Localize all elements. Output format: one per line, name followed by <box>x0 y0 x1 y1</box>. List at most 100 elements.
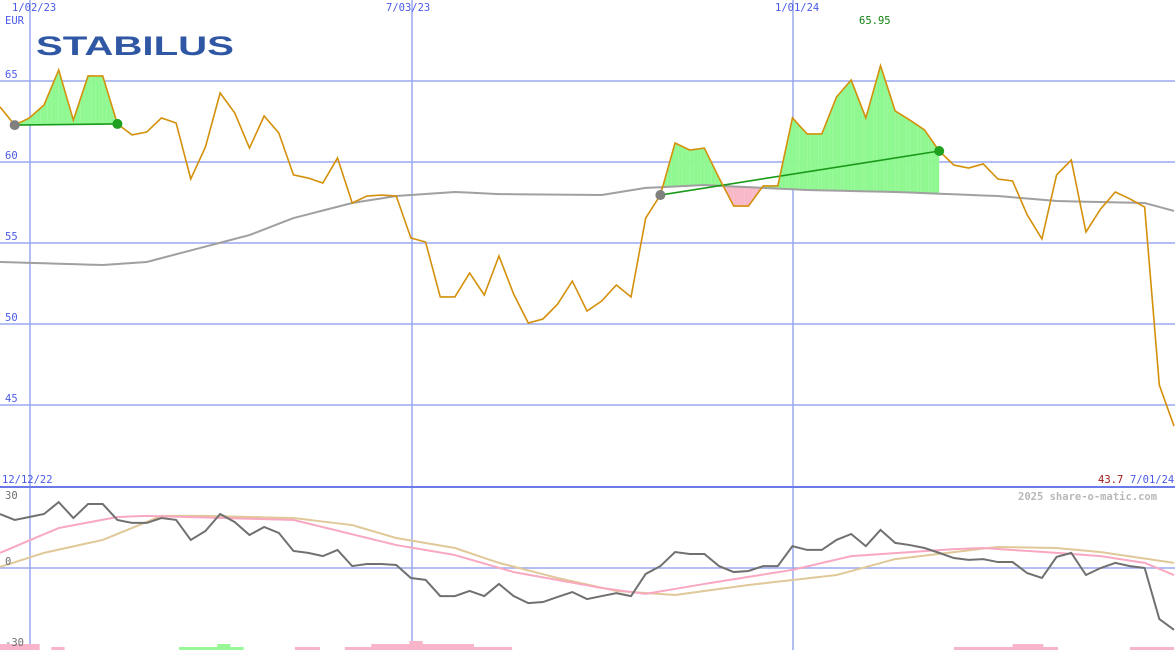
max-price-label: 65.95 <box>859 15 891 27</box>
gain-fill <box>686 148 690 186</box>
gain-fill <box>708 155 712 186</box>
trend-line <box>14 123 118 126</box>
gain-fill <box>792 117 797 190</box>
start-date-label: 12/12/22 <box>2 474 53 486</box>
gain-fill <box>66 95 70 125</box>
gain-fill <box>917 124 921 193</box>
gain-fill <box>807 133 811 191</box>
gain-fill <box>796 121 800 190</box>
gain-fill <box>909 120 914 193</box>
gain-fill <box>84 75 89 125</box>
gain-fill <box>91 75 96 125</box>
gain-fill <box>110 99 114 125</box>
y-tick-label: 50 <box>5 312 18 324</box>
gain-fill <box>920 127 925 194</box>
gain-fill <box>47 87 52 125</box>
gain-fill <box>876 65 881 192</box>
oscillator-line <box>0 500 1175 631</box>
moving-average-line <box>0 184 1175 267</box>
gain-fill <box>788 117 793 190</box>
trend-start-marker <box>655 190 666 201</box>
gain-fill <box>40 104 45 125</box>
trend-fills <box>14 65 940 207</box>
y-tick-label: 65 <box>5 69 18 81</box>
markers <box>0 118 1174 650</box>
trend-end-marker <box>112 118 123 129</box>
gain-fill <box>865 104 870 192</box>
sell-signal-bar <box>953 647 1059 650</box>
series-lines <box>0 62 1175 631</box>
gain-fill <box>682 146 687 187</box>
x-tick-label: 7/03/23 <box>386 2 430 14</box>
slow-average-line <box>0 514 1175 597</box>
watermark: 2025 share-o-matic.com <box>1018 491 1157 503</box>
sell-signal-bar <box>0 644 40 650</box>
sell-signal-bar <box>294 647 320 650</box>
gain-fill <box>928 135 932 194</box>
x-tick-label: 1/01/24 <box>775 2 819 14</box>
gain-fill <box>715 170 720 186</box>
gain-fill <box>95 75 100 125</box>
end-date-label: 7/01/24 <box>1130 474 1174 486</box>
gain-fill <box>693 149 698 186</box>
gain-fill <box>102 75 107 125</box>
gain-fill <box>895 110 899 193</box>
gain-fill <box>810 133 815 191</box>
gain-fill <box>836 92 841 191</box>
y-tick-label: 45 <box>5 393 18 405</box>
gain-fill <box>854 89 859 192</box>
osc-y-tick-label: 0 <box>5 556 11 568</box>
unit-label: EUR <box>5 15 25 27</box>
gain-fill <box>924 129 929 194</box>
trend-line <box>660 150 940 196</box>
gain-fill <box>847 80 852 191</box>
gain-fill <box>887 88 892 192</box>
y-tick-label: 55 <box>5 231 18 243</box>
gain-fill <box>832 97 837 191</box>
gain-fill <box>840 88 844 191</box>
buy-signal-bar <box>217 644 231 650</box>
gain-fill <box>55 69 59 125</box>
company-logo: STABILUS <box>36 31 234 61</box>
gain-fill <box>821 124 826 191</box>
gain-fill <box>700 148 705 186</box>
gain-fill <box>891 99 896 192</box>
gain-fill <box>803 129 808 191</box>
gain-fill <box>99 75 103 125</box>
trend-start-marker <box>9 120 20 131</box>
trend-end-marker <box>934 145 945 156</box>
gain-fill <box>858 98 863 192</box>
sell-signal-bar <box>51 647 65 650</box>
fast-average-line <box>0 514 1175 595</box>
gain-fill <box>898 113 903 193</box>
gain-fill <box>51 78 56 125</box>
gain-fill <box>843 84 848 191</box>
gain-fill <box>902 115 907 193</box>
price-line <box>0 62 1175 427</box>
loss-fill <box>730 186 734 207</box>
loss-fill <box>744 186 749 207</box>
gain-fill <box>829 106 833 191</box>
loss-fill <box>733 186 738 207</box>
buy-signal-bar <box>179 647 244 650</box>
gain-fill <box>77 98 81 125</box>
gain-fill <box>818 133 822 191</box>
sell-signal-bar <box>1012 644 1044 650</box>
gain-fill <box>704 148 709 186</box>
gain-fill <box>869 91 874 192</box>
gain-fill <box>913 122 918 193</box>
gain-fill <box>931 140 936 194</box>
loss-fill <box>741 186 745 207</box>
last-price-label: 43.7 <box>1098 474 1123 486</box>
sell-signal-bar <box>1129 647 1174 650</box>
gain-fill <box>814 133 819 191</box>
gain-fill <box>799 125 804 190</box>
loss-fill <box>737 186 742 207</box>
gain-fill <box>88 75 92 125</box>
osc-y-tick-label: -30 <box>5 637 24 649</box>
gain-fill <box>781 151 786 189</box>
gain-fill <box>825 115 830 191</box>
